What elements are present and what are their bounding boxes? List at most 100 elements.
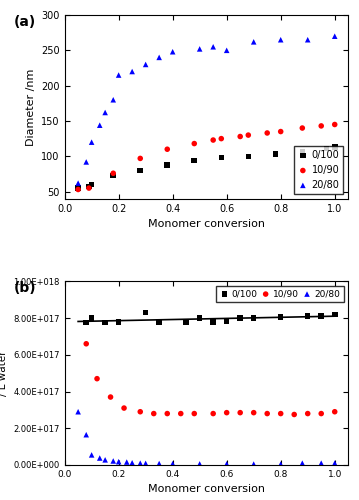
20/80 [299,459,305,467]
0/100 [246,152,251,160]
0/100 [102,318,108,326]
10/90 [332,120,337,128]
10/90 [151,410,157,418]
0/100 [156,318,162,326]
20/80 [124,458,130,466]
10/90 [264,129,270,137]
20/80 [97,121,103,129]
0/100 [305,312,311,320]
20/80 [75,179,81,187]
20/80 [102,108,108,116]
10/90 [299,124,305,132]
X-axis label: Monomer conversion: Monomer conversion [148,219,265,229]
20/80 [332,32,337,40]
10/90 [191,410,197,418]
0/100 [110,172,116,179]
10/90 [191,140,197,147]
0/100 [197,314,202,322]
20/80 [224,460,229,468]
10/90 [137,154,143,162]
10/90 [164,410,170,418]
Y-axis label: The number of particles
/ L water: The number of particles / L water [0,310,8,436]
20/80 [83,430,89,438]
0/100 [143,308,149,316]
20/80 [251,460,257,468]
20/80 [129,68,135,76]
20/80 [143,60,149,68]
0/100 [251,314,257,322]
10/90 [164,145,170,153]
0/100 [89,314,94,322]
20/80 [116,71,121,79]
20/80 [129,459,135,467]
Legend: 0/100, 10/90, 20/80: 0/100, 10/90, 20/80 [216,286,344,302]
20/80 [137,459,143,467]
0/100 [83,318,89,326]
20/80 [156,460,162,468]
10/90 [237,408,243,416]
10/90 [137,408,143,416]
10/90 [237,132,243,140]
20/80 [83,158,89,166]
20/80 [116,458,121,466]
20/80 [305,36,311,44]
20/80 [278,460,284,468]
10/90 [332,408,337,416]
20/80 [89,451,94,459]
0/100 [191,156,197,164]
20/80 [110,96,116,104]
0/100 [89,180,94,188]
20/80 [170,48,176,56]
20/80 [97,454,103,462]
X-axis label: Monomer conversion: Monomer conversion [148,484,265,494]
20/80 [102,456,108,464]
Text: (a): (a) [14,15,36,29]
20/80 [156,54,162,62]
Text: (b): (b) [14,282,36,296]
10/90 [264,410,270,418]
10/90 [75,186,81,194]
10/90 [305,410,311,418]
10/90 [278,128,284,136]
0/100 [210,318,216,326]
0/100 [237,314,243,322]
0/100 [318,312,324,320]
10/90 [86,184,92,192]
10/90 [83,340,89,348]
20/80 [170,460,176,468]
0/100 [75,184,81,192]
20/80 [197,45,202,53]
0/100 [137,166,143,174]
20/80 [89,138,94,146]
0/100 [183,318,189,326]
0/100 [324,144,330,152]
0/100 [332,310,337,318]
20/80 [224,46,229,54]
10/90 [110,169,116,177]
20/80 [210,43,216,51]
0/100 [272,150,278,158]
Legend: 0/100, 10/90, 20/80: 0/100, 10/90, 20/80 [294,146,343,194]
0/100 [332,143,337,151]
10/90 [246,131,251,139]
10/90 [318,410,324,418]
Y-axis label: Diameter /nm: Diameter /nm [25,68,36,146]
0/100 [116,318,121,326]
20/80 [75,408,81,416]
20/80 [110,457,116,465]
10/90 [94,374,100,382]
0/100 [86,182,92,190]
10/90 [108,393,113,401]
10/90 [210,410,216,418]
20/80 [251,38,257,46]
0/100 [224,317,229,325]
10/90 [218,134,224,142]
20/80 [332,459,337,467]
10/90 [224,408,229,416]
20/80 [197,460,202,468]
10/90 [292,410,297,418]
20/80 [318,459,324,467]
0/100 [164,161,170,169]
0/100 [299,148,305,156]
10/90 [251,408,257,416]
